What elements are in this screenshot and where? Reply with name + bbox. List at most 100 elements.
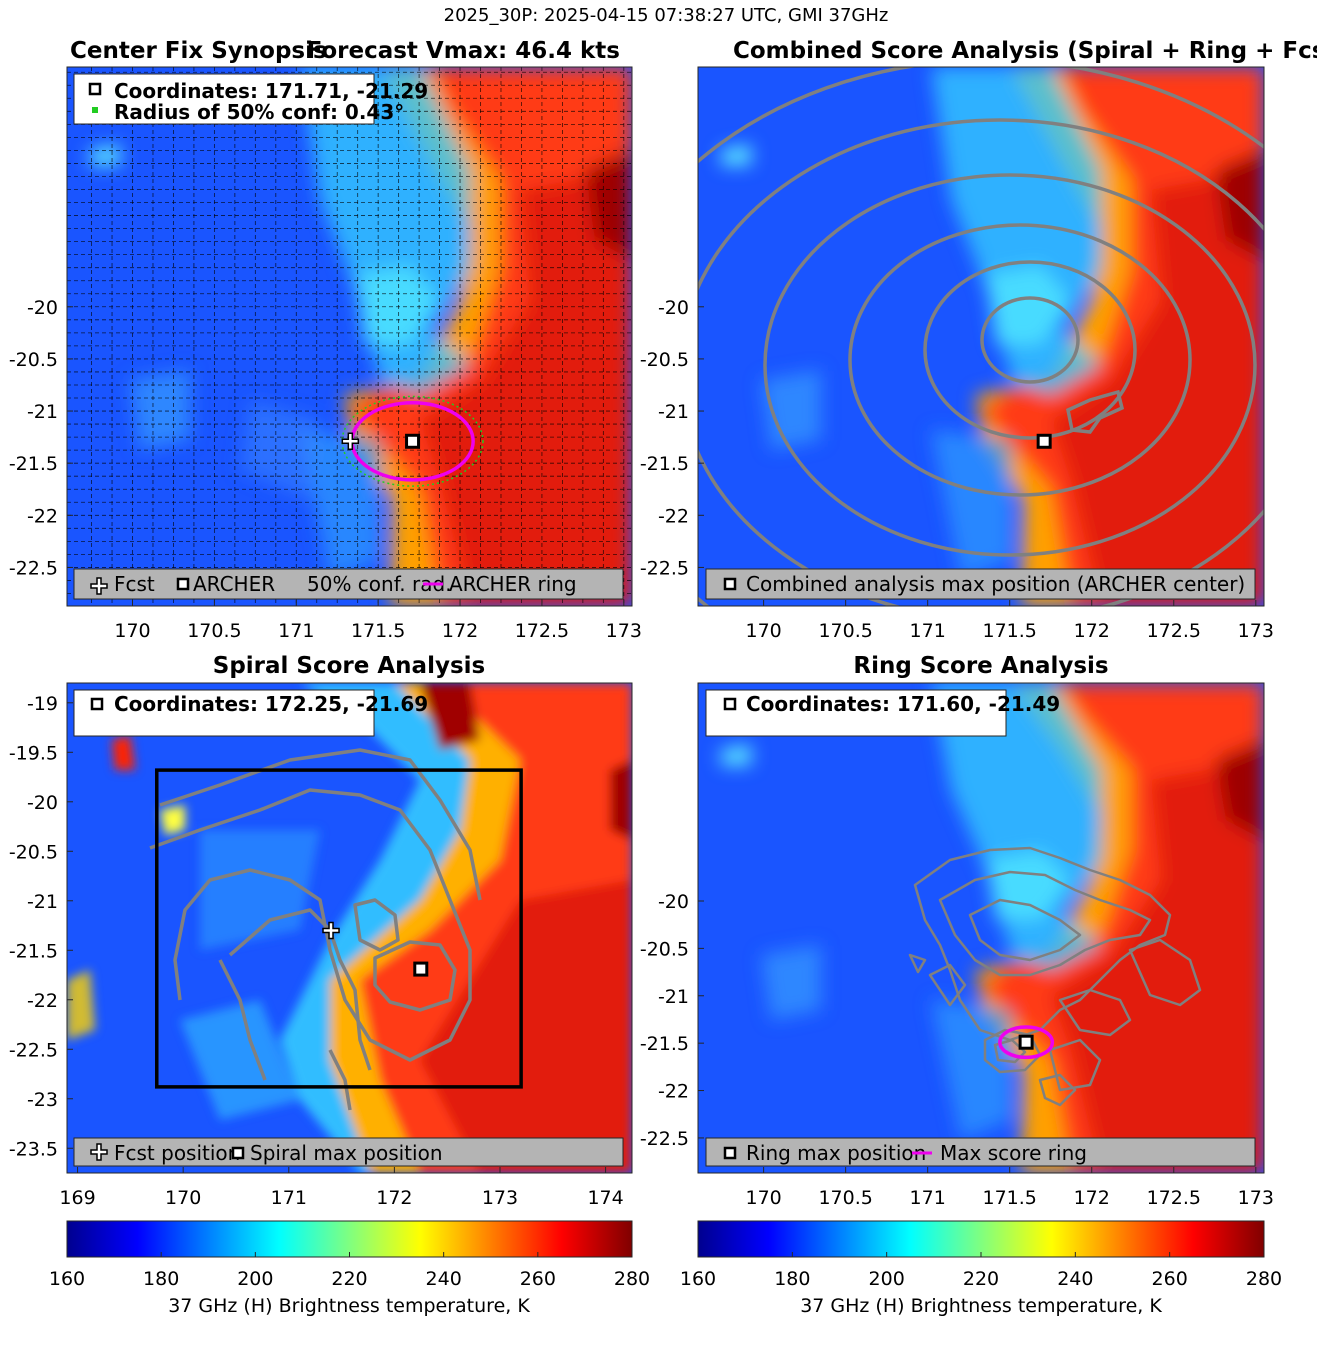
x-tick-label: 171 [910,620,946,642]
y-axis: -20 -20.5 -21 -21.5 -22 -22.5 [640,297,704,579]
fcst-cross-marker [341,432,360,451]
spiral-marker-icon [90,697,104,711]
figure-suptitle: 2025_30P: 2025-04-15 07:38:27 UTC, GMI 3… [444,5,889,26]
y-tick-label: -22.5 [640,1128,689,1150]
colorbar-tick-label: 200 [237,1268,273,1290]
legend-archer: ARCHER [193,572,275,596]
center-marker [413,961,429,977]
y-tick-label: -21.5 [640,453,689,475]
x-tick-label: 171 [910,1187,946,1209]
colorbar-tick-label: 220 [963,1268,999,1290]
panel-title-vmax: Forecast Vmax: 46.4 kts [307,38,620,64]
legend: Fcst position Spiral max position [73,1137,624,1167]
legend: Ring max position Max score ring [705,1137,1256,1167]
x-axis: 170 170.5 171 171.5 172 172.5 173 [114,600,642,642]
archer-marker-icon [88,82,102,96]
overlay-marks [341,395,484,487]
colorbar-right: 160 180 200 220 240 260 280 37 GHz (H) Brightn… [680,1220,1282,1317]
x-tick-label: 170 [165,1187,201,1209]
x-axis: 170 170.5 171 171.5 172 172.5 173 [745,1167,1274,1209]
panel-ring-score: Ring Score Analysis [640,653,1274,1209]
legend-max-score-ring: Max score ring [940,1141,1087,1165]
center-marker [1018,1034,1034,1050]
y-tick-label: -20.5 [9,349,58,371]
overlay-marks [1036,433,1052,449]
panel-title: Ring Score Analysis [853,653,1108,679]
y-tick-label: -20.5 [9,841,58,863]
y-tick-label: -20.5 [640,938,689,960]
y-tick-label: -22.5 [9,557,58,579]
y-tick-label: -20 [27,297,58,319]
x-tick-label: 172.5 [1147,620,1201,642]
colorbar-tick-label: 240 [426,1268,462,1290]
colorbar-tick-label: 280 [614,1268,650,1290]
panel-spiral-score: Spiral Score Analysis [9,653,633,1209]
axes-frame [66,66,633,607]
x-axis: 170 170.5 171 171.5 172 172.5 173 [745,600,1274,642]
info-box: Coordinates: 172.25, -21.69 [73,689,428,737]
x-tick-label: 170 [114,620,150,642]
y-tick-label: -22 [27,505,58,527]
y-tick-label: -22.5 [640,557,689,579]
panel-title: Combined Score Analysis (Spiral + Ring +… [733,38,1317,64]
colorbar-ticks: 160 180 200 220 240 260 280 [49,1252,650,1290]
legend-combined-max: Combined analysis max position (ARCHER c… [746,572,1245,596]
center-marker [405,433,421,449]
colorbar-tick-label: 160 [49,1268,85,1290]
combined-score-contours [698,67,1264,606]
x-tick-label: 171.5 [351,620,405,642]
x-tick-label: 170.5 [818,1187,872,1209]
brightness-temperature-map [67,683,632,1173]
conf-radius-circle [341,395,484,487]
axes-frame [697,66,1265,607]
y-tick-label: -19 [27,693,58,715]
y-tick-label: -21.5 [9,940,58,962]
colorbar-tick-label: 220 [331,1268,367,1290]
y-tick-label: -21 [27,401,58,423]
brightness-temperature-map [67,67,632,606]
conf-radius-dot-icon [92,107,98,113]
x-tick-label: 171 [278,620,314,642]
brightness-temperature-map [698,683,1264,1173]
panel-title: Spiral Score Analysis [213,653,485,679]
colorbar-tick-label: 260 [1152,1268,1188,1290]
y-tick-label: -20 [658,891,689,913]
colorbar-tick-label: 180 [774,1268,810,1290]
ring-score-contours [908,846,1202,1107]
x-tick-label: 170 [745,1187,781,1209]
legend-fcst: Fcst [114,572,155,596]
y-tick-label: -21 [27,891,58,913]
ring-max-marker-icon [723,1146,737,1160]
spiral-score-contours [149,748,482,1111]
y-axis: -19 -19.5 -20 -20.5 -21 -21.5 -22 -22.5 -23 -23.5 [9,693,73,1160]
x-tick-label: 172.5 [1147,1187,1201,1209]
y-tick-label: -20.5 [640,349,689,371]
colorbar-tick-label: 180 [143,1268,179,1290]
overlay-marks [322,921,429,977]
panel-center-fix-synopsis: Center Fix Synopsis Forecast Vmax: 46.4 … [9,38,642,642]
archer-marker-icon [176,577,190,591]
x-tick-label: 170.5 [187,620,241,642]
y-tick-label: -23.5 [9,1138,58,1160]
info-coordinates: Coordinates: 171.71, -21.29 [114,79,428,103]
x-tick-label: 170 [745,620,781,642]
x-tick-label: 173 [1238,1187,1274,1209]
y-tick-label: -22 [658,1081,689,1103]
legend-spiral-max: Spiral max position [250,1141,443,1165]
info-box: Coordinates: 171.71, -21.29 Radius of 50… [73,73,428,125]
spiral-search-box [155,768,523,1089]
x-tick-label: 172 [1074,1187,1110,1209]
y-tick-label: -22 [27,990,58,1012]
x-axis: 169 170 171 172 173 174 [59,1167,624,1209]
panel-combined-score: Combined Score Analysis (Spiral + Ring +… [640,38,1317,642]
y-tick-label: -19.5 [9,742,58,764]
colorbar-tick-label: 160 [680,1268,716,1290]
legend-archer-ring: ARCHER ring [449,572,577,596]
colorbar-ticks: 160 180 200 220 240 260 280 [680,1252,1282,1290]
legend: Fcst ARCHER 50% conf. rad. ARCHER ring [73,568,624,600]
y-tick-label: -21.5 [9,453,58,475]
center-marker [1036,433,1052,449]
y-tick-label: -20 [658,297,689,319]
x-tick-label: 170.5 [818,620,872,642]
